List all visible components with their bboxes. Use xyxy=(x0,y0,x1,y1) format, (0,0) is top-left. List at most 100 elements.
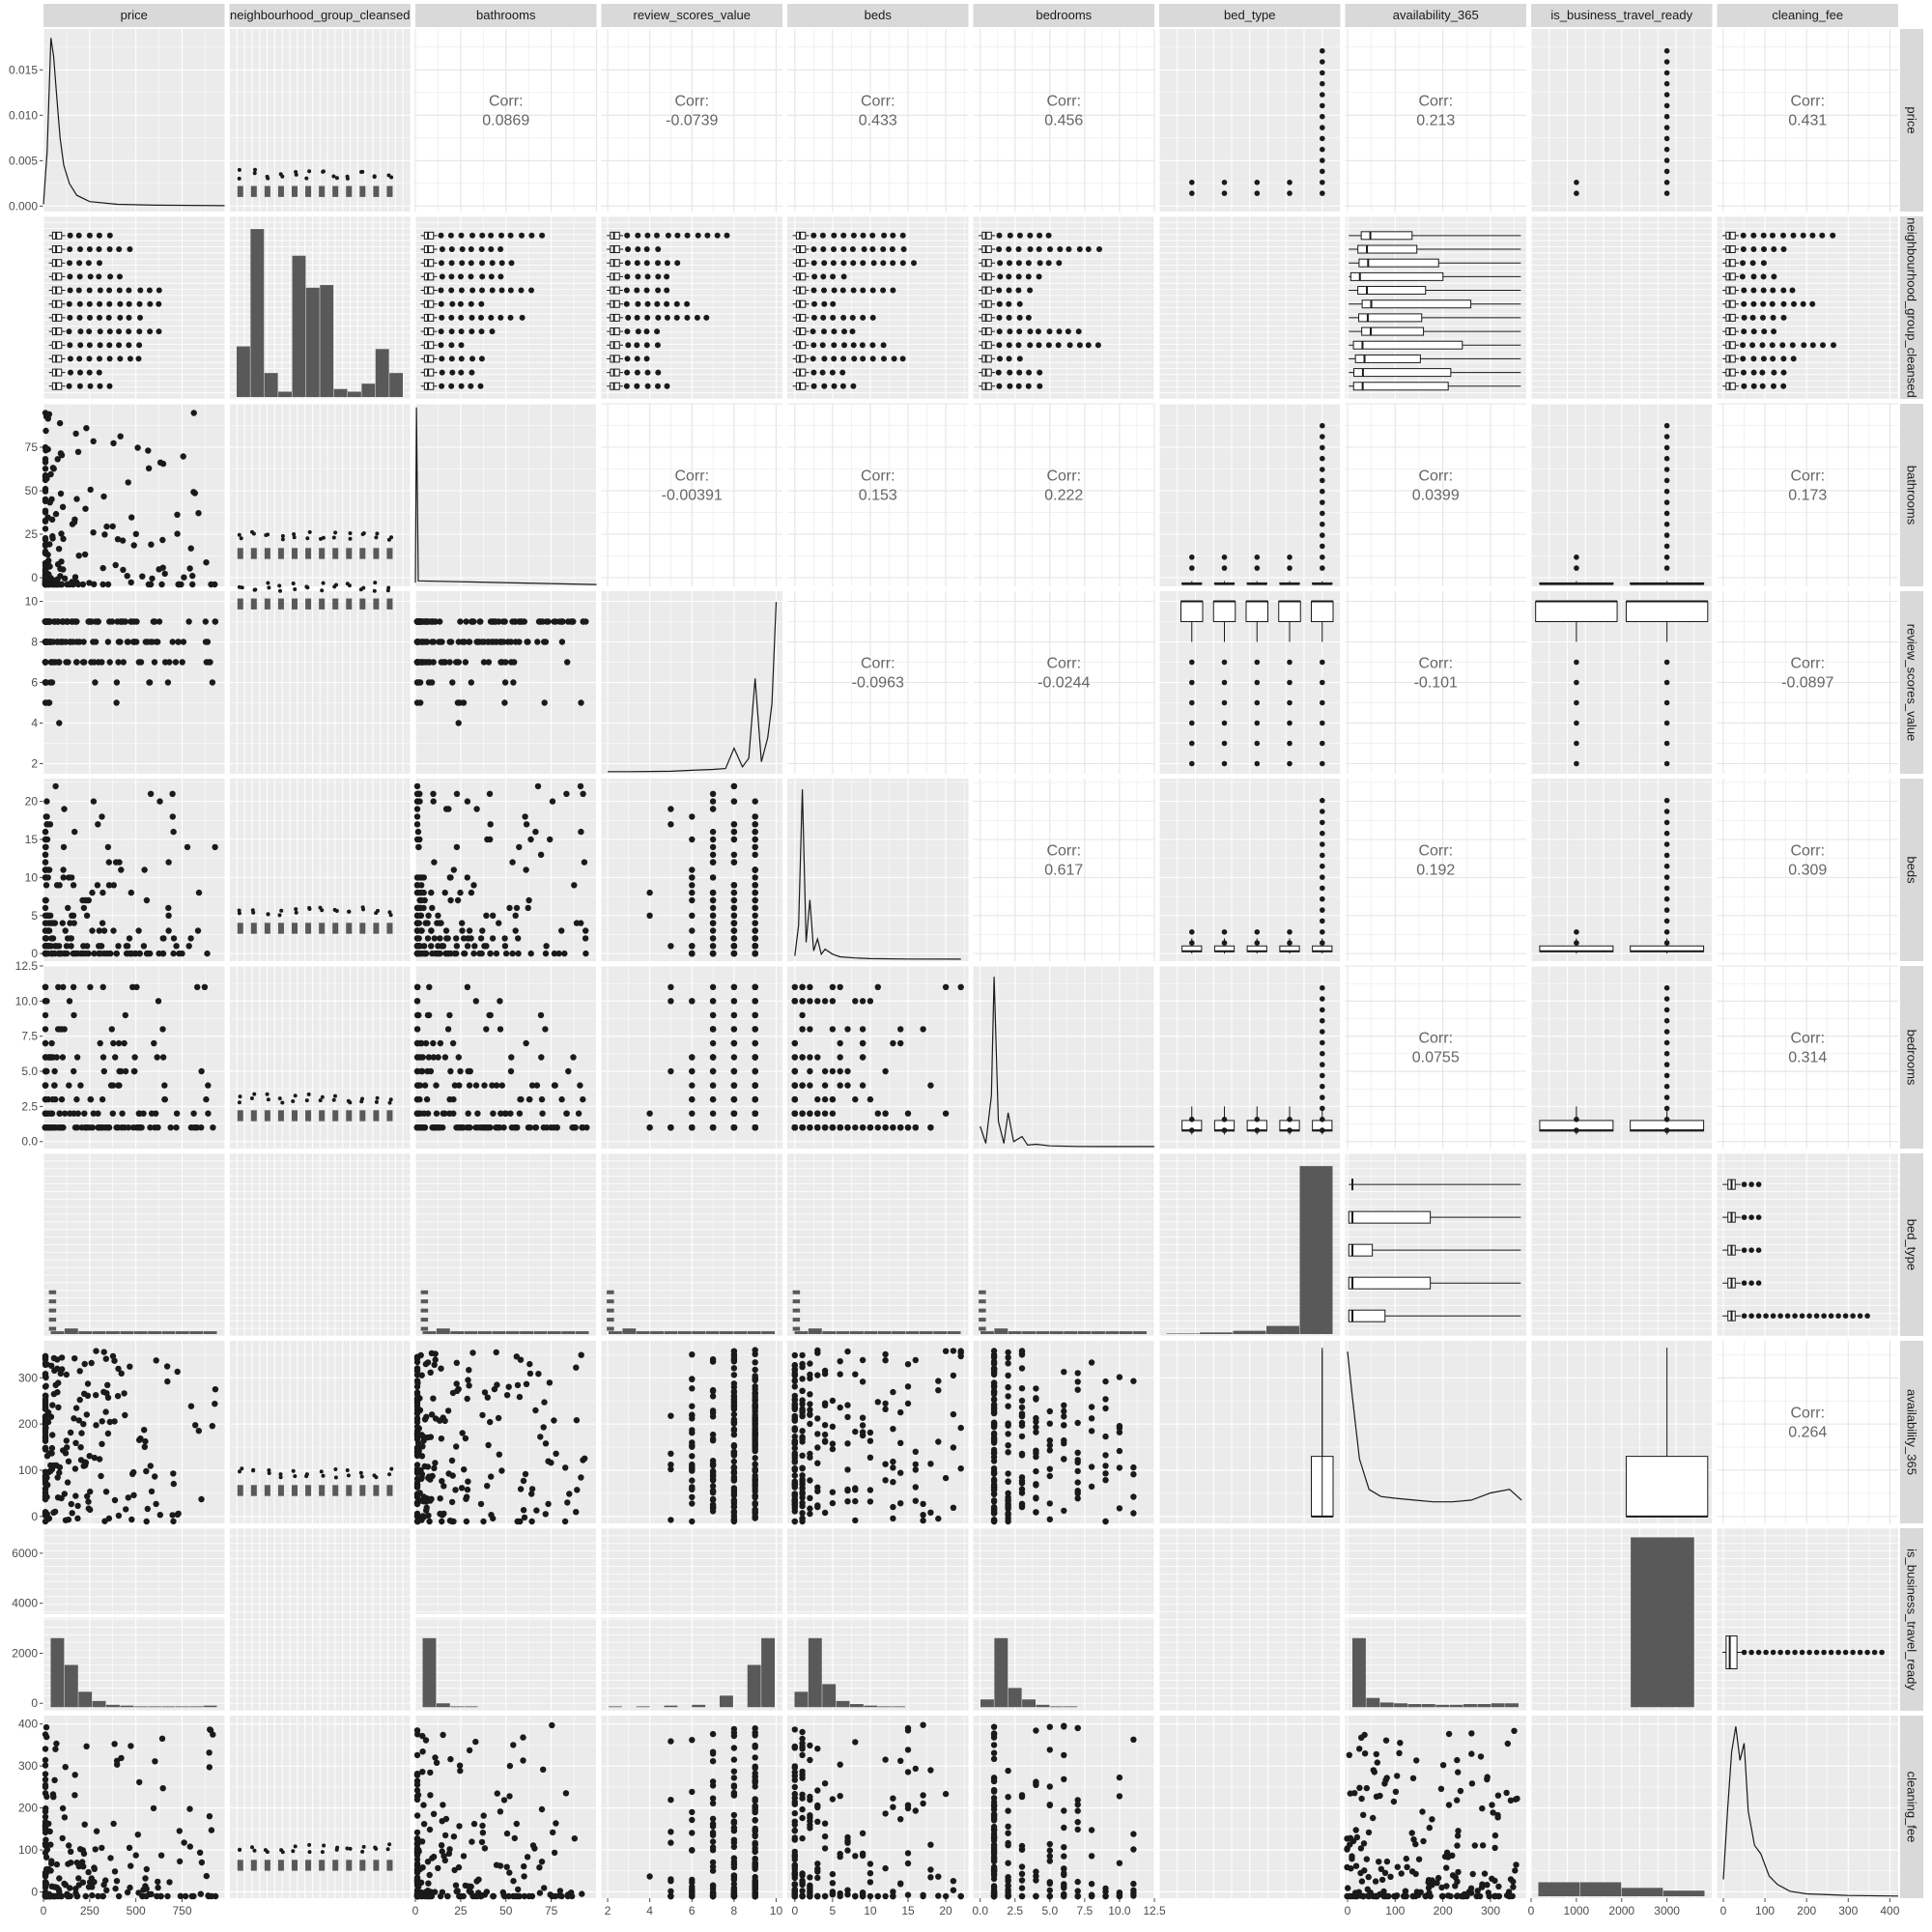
data-point xyxy=(509,618,516,625)
data-point xyxy=(709,851,717,858)
data-point xyxy=(413,813,421,820)
data-point xyxy=(92,639,99,645)
data-point xyxy=(204,950,211,957)
data-point xyxy=(44,639,51,645)
data-point xyxy=(448,260,455,267)
data-point xyxy=(1320,874,1325,880)
data-point xyxy=(43,813,50,820)
strip-bar xyxy=(237,548,243,559)
x-tick-label: 8 xyxy=(731,1904,738,1918)
data-point xyxy=(483,912,490,919)
data-point xyxy=(839,369,846,376)
data-point xyxy=(1006,246,1012,252)
data-point xyxy=(136,950,143,957)
data-point xyxy=(730,1054,738,1061)
data-point xyxy=(668,821,674,828)
histogram-bar xyxy=(389,373,403,397)
data-point xyxy=(292,535,297,540)
data-point xyxy=(418,639,425,645)
data-point xyxy=(1760,273,1767,280)
data-point xyxy=(96,246,102,252)
data-point xyxy=(668,943,674,950)
y-tick-label: 75 xyxy=(25,440,39,454)
data-point xyxy=(654,328,661,335)
data-point xyxy=(44,1124,51,1131)
data-point xyxy=(752,983,758,990)
data-point xyxy=(156,566,162,573)
corr-label: Corr: xyxy=(674,93,709,109)
y-tick-label: 100 xyxy=(18,1463,38,1477)
data-point xyxy=(96,273,102,280)
data-point xyxy=(730,798,738,805)
data-point xyxy=(428,889,435,896)
data-point xyxy=(490,639,497,645)
data-point xyxy=(1663,819,1670,826)
data-point xyxy=(63,639,70,645)
data-point xyxy=(831,232,838,239)
data-point xyxy=(43,679,49,686)
data-point xyxy=(912,1124,919,1131)
data-point xyxy=(81,659,88,666)
data-point xyxy=(624,355,631,362)
data-point xyxy=(137,314,143,321)
data-point xyxy=(668,1124,674,1131)
data-point xyxy=(67,639,73,645)
data-point xyxy=(709,1110,717,1117)
data-point xyxy=(634,383,640,389)
data-point xyxy=(97,355,102,362)
data-point xyxy=(730,1011,738,1019)
data-point xyxy=(81,551,89,558)
data-point xyxy=(644,232,651,239)
panel-review_scores_value-vs-is_business_travel_ready xyxy=(1530,591,1713,774)
data-point xyxy=(549,798,556,805)
data-point xyxy=(1809,300,1816,307)
data-point xyxy=(689,927,696,934)
data-point xyxy=(997,273,1004,280)
strip-bar xyxy=(305,185,312,197)
x-tick-label: 3000 xyxy=(1654,1904,1680,1918)
data-point xyxy=(212,618,219,625)
data-point xyxy=(458,314,465,321)
data-point xyxy=(497,1110,504,1117)
data-point xyxy=(438,300,444,307)
data-point xyxy=(1056,260,1063,267)
data-point xyxy=(1663,488,1670,495)
data-point xyxy=(799,1054,806,1061)
data-point xyxy=(1320,422,1325,429)
density-line xyxy=(43,38,225,207)
data-point xyxy=(581,859,588,866)
data-point xyxy=(42,459,49,466)
data-point xyxy=(361,585,366,590)
data-point xyxy=(1320,940,1325,946)
x-tick-label: 300 xyxy=(1481,1904,1500,1918)
data-point xyxy=(435,1054,441,1061)
data-point xyxy=(890,232,896,239)
data-point xyxy=(882,1124,889,1131)
data-point xyxy=(105,859,113,866)
strip-bar xyxy=(305,1110,312,1122)
data-point xyxy=(527,950,534,957)
y-tick-label: 0.015 xyxy=(9,63,38,76)
data-point xyxy=(417,927,424,934)
data-point xyxy=(501,679,509,686)
data-point xyxy=(752,1067,758,1075)
data-point xyxy=(74,448,82,455)
histogram-bar xyxy=(264,373,278,397)
data-point xyxy=(418,874,426,881)
data-point xyxy=(434,950,440,957)
data-point xyxy=(1254,190,1261,196)
data-point xyxy=(459,920,466,926)
data-point xyxy=(646,889,653,896)
data-point xyxy=(1006,300,1012,307)
data-point xyxy=(1065,328,1071,335)
data-point xyxy=(1780,300,1787,307)
data-point xyxy=(237,911,242,916)
data-point xyxy=(810,232,817,239)
data-point xyxy=(1663,146,1670,153)
data-point xyxy=(709,935,717,942)
data-point xyxy=(387,1100,392,1105)
data-point xyxy=(880,246,887,252)
data-point xyxy=(428,679,436,686)
data-point xyxy=(1663,679,1670,686)
data-point xyxy=(547,836,554,843)
